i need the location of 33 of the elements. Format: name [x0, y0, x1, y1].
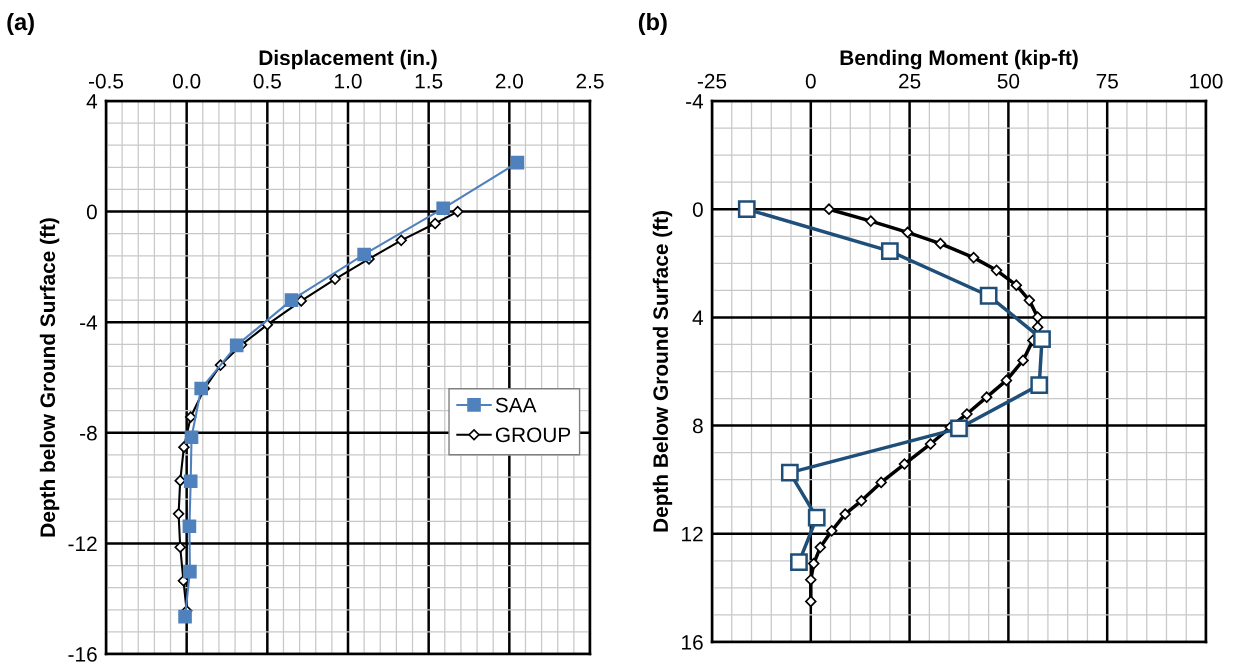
- x-tick-label: 0.0: [173, 73, 201, 89]
- x-axis-title: Bending Moment (kip-ft): [840, 49, 1078, 70]
- x-axis-title: Displacement (in.): [259, 49, 437, 70]
- x-tick-label: 0: [805, 73, 816, 89]
- y-tick-label: 12: [682, 526, 703, 542]
- y-tick-label: 4: [86, 94, 98, 109]
- y-tick-label: -16: [68, 647, 97, 662]
- chart-title: (b): [638, 12, 667, 35]
- y-tick-label: -4: [686, 94, 704, 109]
- y-axis-title: Depth below Ground Surface (ft): [39, 218, 60, 537]
- y-tick-label: 0: [692, 202, 703, 217]
- x-tick-label: 1.5: [415, 74, 443, 89]
- x-tick-label: 2.5: [576, 73, 604, 89]
- legend-label: GROUP: [495, 427, 571, 443]
- y-axis-title: Depth Below Ground Surface (ft): [652, 211, 673, 532]
- y-tick-label: -8: [80, 425, 97, 441]
- x-tick-label: 25: [899, 73, 921, 89]
- y-tick-label: -12: [68, 536, 97, 551]
- x-tick-label: -0.5: [88, 73, 124, 89]
- chart-title: (a): [7, 12, 34, 35]
- x-tick-label: 100: [1190, 73, 1223, 89]
- x-tick-label: -25: [697, 73, 727, 89]
- x-tick-label: 0.5: [253, 73, 281, 89]
- x-tick-label: 2.0: [495, 73, 523, 89]
- y-tick-label: -4: [80, 315, 98, 330]
- x-tick-label: 50: [997, 73, 1020, 89]
- x-tick-label: 75: [1096, 74, 1118, 89]
- y-tick-label: 0: [86, 204, 97, 220]
- y-tick-label: 8: [692, 418, 703, 434]
- legend-label: SAA: [495, 397, 537, 413]
- x-tick-label: 1.0: [335, 73, 362, 89]
- y-tick-label: 16: [682, 635, 703, 650]
- y-tick-label: 4: [692, 310, 704, 325]
